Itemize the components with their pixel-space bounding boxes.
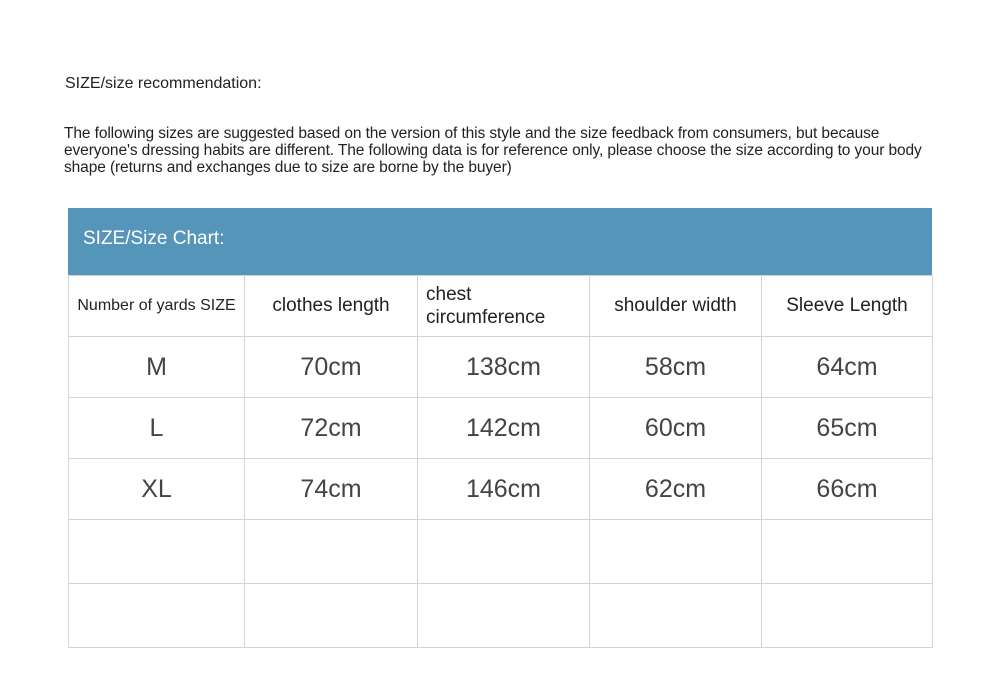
table-cell: 60cm xyxy=(589,397,762,459)
table-row xyxy=(68,583,933,648)
table-cell: XL xyxy=(68,458,245,520)
table-cell: 138cm xyxy=(417,336,590,398)
header-clothes-length: clothes length xyxy=(244,275,418,337)
table-row xyxy=(68,519,933,584)
header-shoulder: shoulder width xyxy=(589,275,762,337)
table-cell xyxy=(68,519,245,584)
intro-text: The following sizes are suggested based … xyxy=(64,125,922,176)
table-cell xyxy=(761,583,933,648)
table-cell: 62cm xyxy=(589,458,762,520)
table-cell xyxy=(589,519,762,584)
table-cell: 58cm xyxy=(589,336,762,398)
table-cell: 146cm xyxy=(417,458,590,520)
table-cell: M xyxy=(68,336,245,398)
table-cell xyxy=(761,519,933,584)
table-cell xyxy=(68,583,245,648)
table-cell: L xyxy=(68,397,245,459)
size-chart-banner: SIZE/Size Chart: xyxy=(68,208,932,275)
header-sleeve: Sleeve Length xyxy=(761,275,933,337)
table-row: M 70cm 138cm 58cm 64cm xyxy=(68,336,933,398)
table-cell xyxy=(589,583,762,648)
table-row: L 72cm 142cm 60cm 65cm xyxy=(68,397,933,459)
recommendation-heading: SIZE/size recommendation: xyxy=(65,75,262,92)
table-cell xyxy=(244,583,418,648)
table-cell xyxy=(417,519,590,584)
table-cell: 66cm xyxy=(761,458,933,520)
table-cell: 72cm xyxy=(244,397,418,459)
table-cell: 70cm xyxy=(244,336,418,398)
table-cell: 64cm xyxy=(761,336,933,398)
table-cell: 65cm xyxy=(761,397,933,459)
header-size: Number of yards SIZE xyxy=(68,275,245,337)
size-chart-table: Number of yards SIZE clothes length ches… xyxy=(68,275,933,648)
header-row: Number of yards SIZE clothes length ches… xyxy=(68,275,933,337)
table-cell: 74cm xyxy=(244,458,418,520)
table-row: XL 74cm 146cm 62cm 66cm xyxy=(68,458,933,520)
header-chest: chest circumference xyxy=(417,275,590,337)
table-cell xyxy=(244,519,418,584)
table-cell: 142cm xyxy=(417,397,590,459)
table-cell xyxy=(417,583,590,648)
